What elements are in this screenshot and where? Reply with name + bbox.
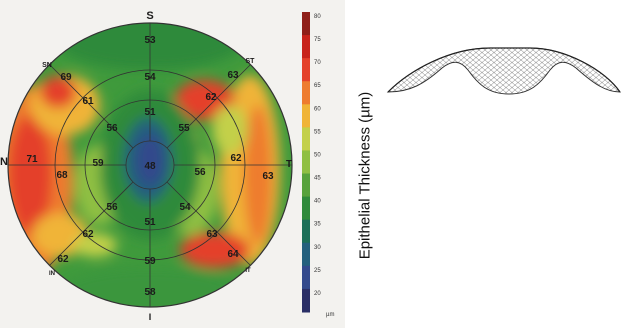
outer-value-nasal: 71 bbox=[26, 154, 38, 165]
superior-label: S bbox=[146, 10, 153, 22]
scale-tick-label-50: 50 bbox=[314, 152, 321, 158]
outer-value-superotemporal: 63 bbox=[227, 70, 239, 81]
center-value: 48 bbox=[144, 161, 156, 172]
sector-grid bbox=[7, 22, 293, 308]
scale-tick-label-55: 55 bbox=[314, 129, 321, 135]
inner-value-superior: 51 bbox=[144, 107, 156, 118]
middle-value-inferonasal: 62 bbox=[82, 229, 94, 240]
scale-swatch-55 bbox=[302, 127, 310, 151]
scale-swatch-25 bbox=[302, 265, 310, 290]
scale-swatch-20 bbox=[302, 288, 310, 313]
outer-value-superior: 53 bbox=[144, 35, 156, 46]
temporal-label: T bbox=[286, 159, 292, 170]
epithelium-layer-shape bbox=[386, 47, 621, 95]
scale-tick-label-35: 35 bbox=[314, 222, 321, 228]
outer-value-inferior: 58 bbox=[144, 287, 156, 298]
scale-swatch-70 bbox=[302, 58, 310, 82]
inner-value-temporal: 56 bbox=[194, 167, 206, 178]
scale-swatch-45 bbox=[302, 173, 310, 198]
middle-value-superior: 54 bbox=[144, 72, 156, 83]
scale-swatch-40 bbox=[302, 196, 310, 221]
epithelial-thickness-axis-label-container: Epithelial Thickness (µm) bbox=[352, 40, 378, 310]
outer-value-inferotemporal: 64 bbox=[227, 249, 239, 260]
outer-value-superonasal: 69 bbox=[60, 72, 72, 83]
middle-value-superonasal: 61 bbox=[82, 96, 94, 107]
superotemporal-label: ST bbox=[246, 58, 256, 65]
inner-value-superotemporal: 55 bbox=[178, 123, 190, 134]
scale-swatch-60 bbox=[302, 104, 310, 128]
outer-value-inferonasal: 62 bbox=[57, 254, 69, 265]
scale-tick-label-25: 25 bbox=[314, 268, 321, 274]
epithelial-thickness-map: S I N T SN ST IN IT 48 51 55 56 54 51 56… bbox=[0, 10, 334, 322]
middle-value-inferior: 59 bbox=[144, 256, 156, 267]
scale-swatch-35 bbox=[302, 219, 310, 244]
middle-value-nasal: 68 bbox=[56, 170, 68, 181]
inner-value-nasal: 59 bbox=[92, 158, 104, 169]
epithelium-cross-section-illustration bbox=[386, 47, 621, 95]
scale-swatch-30 bbox=[302, 242, 310, 267]
epithelium-top-surface bbox=[387, 47, 621, 93]
inner-value-inferonasal: 56 bbox=[106, 202, 118, 213]
scale-unit-label: µm bbox=[326, 312, 334, 318]
inner-value-inferotemporal: 54 bbox=[179, 202, 191, 213]
scale-tick-label-40: 40 bbox=[314, 199, 321, 205]
scale-tick-label-20: 20 bbox=[314, 291, 321, 297]
epithelial-thickness-axis-label: Epithelial Thickness (µm) bbox=[356, 91, 374, 259]
scale-tick-label-75: 75 bbox=[314, 37, 321, 43]
scale-swatch-65 bbox=[302, 81, 310, 105]
scale-tick-label-45: 45 bbox=[314, 176, 321, 182]
middle-value-temporal: 62 bbox=[230, 153, 242, 164]
middle-value-superotemporal: 62 bbox=[205, 92, 217, 103]
inferior-label: I bbox=[149, 312, 152, 322]
inferotemporal-label: IT bbox=[245, 268, 251, 274]
scale-tick-label-80: 80 bbox=[314, 14, 321, 20]
superonasal-label: SN bbox=[42, 62, 52, 69]
scale-swatch-75 bbox=[302, 35, 310, 59]
nasal-label: N bbox=[0, 156, 8, 168]
middle-value-inferotemporal: 63 bbox=[206, 229, 218, 240]
epithelial-thickness-map-panel: S I N T SN ST IN IT 48 51 55 56 54 51 56… bbox=[0, 0, 345, 328]
scale-tick-label-65: 65 bbox=[314, 83, 321, 89]
inferonasal-label: IN bbox=[49, 271, 55, 277]
inner-value-inferior: 51 bbox=[144, 217, 156, 228]
inner-value-superonasal: 56 bbox=[106, 123, 118, 134]
outer-value-temporal: 63 bbox=[262, 171, 274, 182]
scale-tick-label-70: 70 bbox=[314, 60, 321, 66]
scale-swatch-80 bbox=[302, 12, 310, 36]
color-scale: 80 75 70 65 60 55 50 45 40 35 30 25 20 µm bbox=[302, 12, 334, 318]
scale-swatch-50 bbox=[302, 150, 310, 175]
scale-tick-label-30: 30 bbox=[314, 245, 321, 251]
scale-tick-label-60: 60 bbox=[314, 106, 321, 112]
